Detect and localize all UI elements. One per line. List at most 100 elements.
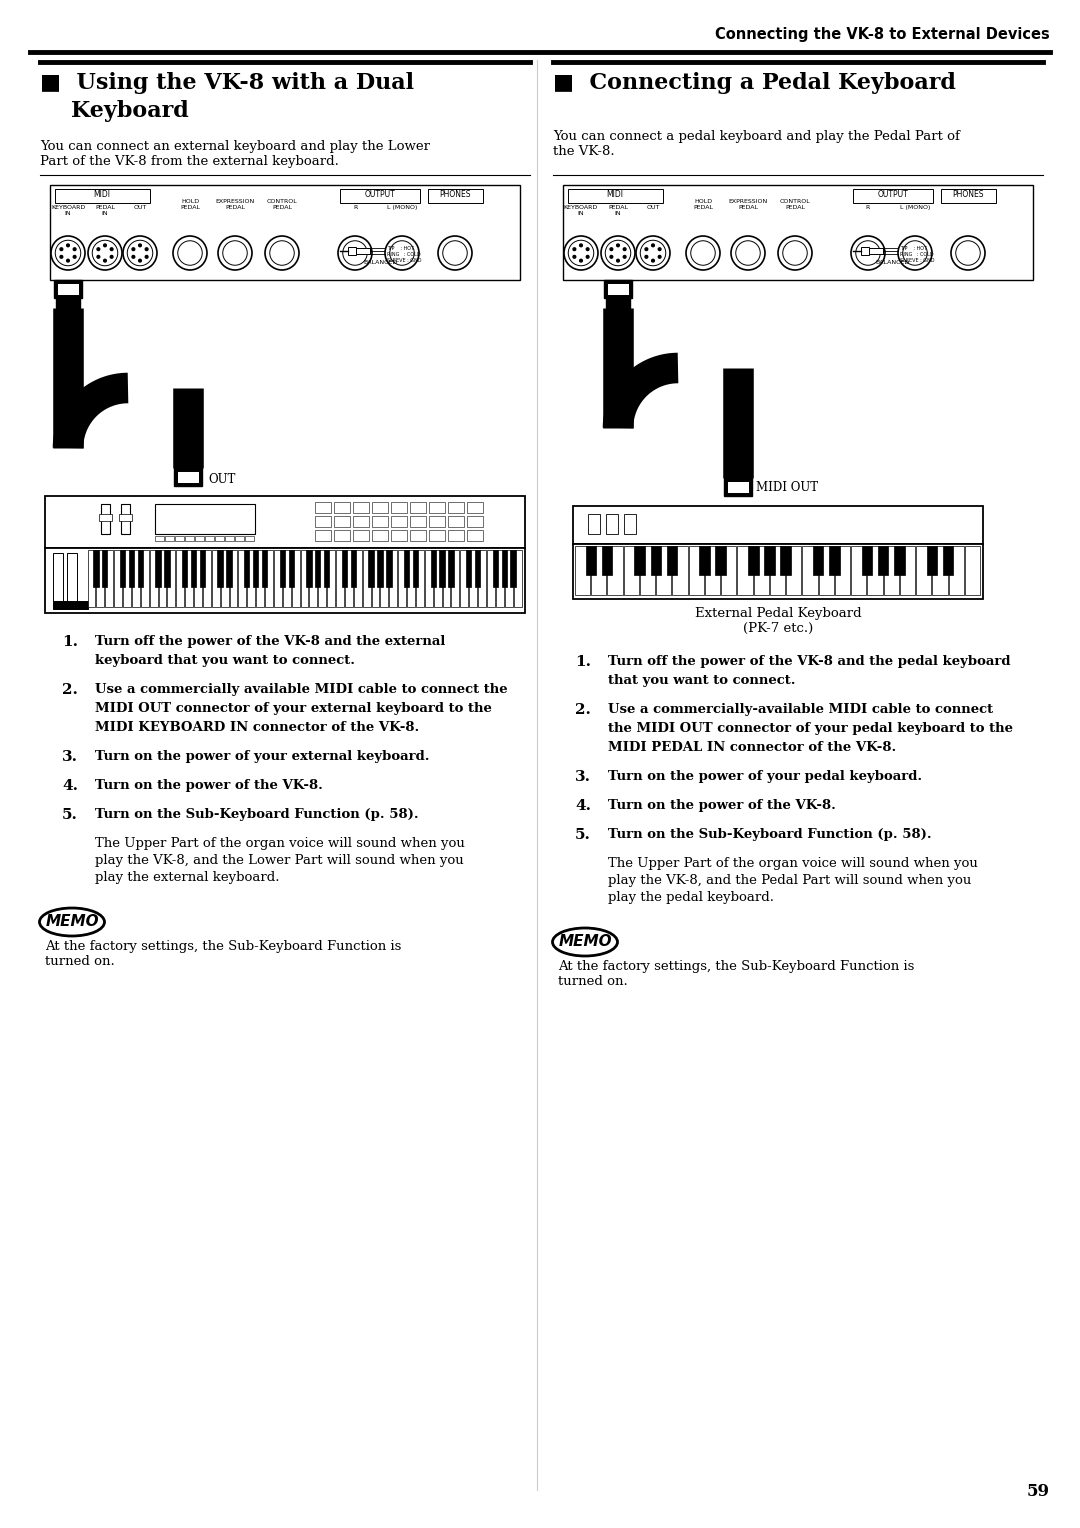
Circle shape: [146, 255, 148, 258]
Circle shape: [636, 235, 670, 270]
Bar: [99, 513, 112, 521]
Bar: [467, 503, 483, 513]
Bar: [356, 248, 370, 254]
Bar: [265, 550, 273, 607]
Bar: [377, 550, 382, 587]
Circle shape: [265, 235, 299, 270]
Bar: [185, 536, 194, 541]
Bar: [212, 550, 219, 607]
Bar: [943, 545, 954, 576]
Text: R: R: [866, 205, 870, 209]
Text: OUTPUT: OUTPUT: [878, 189, 908, 199]
Circle shape: [783, 241, 807, 266]
Text: EXPRESSION
PEDAL: EXPRESSION PEDAL: [215, 199, 255, 209]
Circle shape: [127, 240, 152, 266]
Bar: [341, 550, 347, 587]
Bar: [585, 545, 596, 576]
Text: Turn on the power of the VK-8.: Turn on the power of the VK-8.: [608, 799, 836, 811]
Bar: [448, 516, 464, 527]
Circle shape: [60, 248, 63, 251]
Text: KEYBOARD
IN: KEYBOARD IN: [564, 205, 598, 215]
Circle shape: [55, 240, 81, 266]
Text: Turn on the Sub-Keyboard Function (p. 58).: Turn on the Sub-Keyboard Function (p. 58…: [608, 828, 932, 840]
Bar: [813, 545, 823, 576]
Circle shape: [97, 255, 99, 258]
Text: The Upper Part of the organ voice will sound when you: The Upper Part of the organ voice will s…: [608, 857, 977, 869]
Circle shape: [132, 255, 135, 258]
Bar: [514, 550, 522, 607]
Bar: [861, 248, 869, 255]
Circle shape: [443, 241, 468, 266]
Bar: [657, 545, 672, 594]
Text: play the VK-8, and the Lower Part will sound when you: play the VK-8, and the Lower Part will s…: [95, 854, 463, 866]
Bar: [404, 550, 409, 587]
Bar: [391, 503, 407, 513]
Bar: [288, 550, 294, 587]
Ellipse shape: [40, 908, 105, 937]
Bar: [948, 545, 963, 594]
Circle shape: [218, 235, 252, 270]
Bar: [54, 280, 82, 298]
Text: You can connect an external keyboard and play the Lower
Part of the VK-8 from th: You can connect an external keyboard and…: [40, 141, 430, 168]
Bar: [511, 550, 516, 587]
Circle shape: [390, 241, 415, 266]
Circle shape: [110, 255, 113, 258]
Circle shape: [855, 241, 880, 266]
Bar: [140, 550, 149, 607]
Bar: [689, 545, 704, 594]
Bar: [45, 497, 525, 549]
Bar: [353, 516, 369, 527]
Circle shape: [104, 244, 106, 246]
Bar: [353, 503, 369, 513]
Circle shape: [97, 248, 99, 251]
Bar: [705, 545, 720, 594]
Bar: [883, 545, 899, 594]
Text: HOLD
PEDAL: HOLD PEDAL: [180, 199, 200, 209]
Text: MIDI OUT: MIDI OUT: [756, 481, 819, 494]
Bar: [900, 545, 915, 594]
Bar: [253, 550, 258, 587]
Text: 3.: 3.: [575, 770, 591, 784]
Text: that you want to connect.: that you want to connect.: [608, 674, 796, 688]
Text: MIDI: MIDI: [607, 189, 623, 199]
Circle shape: [573, 248, 576, 251]
Circle shape: [87, 235, 122, 270]
Text: Turn off the power of the VK-8 and the pedal keyboard: Turn off the power of the VK-8 and the p…: [608, 656, 1011, 668]
Bar: [443, 550, 450, 607]
Bar: [563, 185, 1032, 280]
Bar: [819, 545, 834, 594]
Bar: [283, 550, 291, 607]
Circle shape: [640, 240, 665, 266]
Text: MIDI: MIDI: [94, 189, 110, 199]
Bar: [53, 601, 87, 610]
Bar: [802, 545, 818, 594]
Circle shape: [645, 255, 648, 258]
Text: BALANCED: BALANCED: [876, 260, 910, 264]
Bar: [568, 189, 663, 203]
Bar: [410, 516, 426, 527]
Bar: [467, 516, 483, 527]
Bar: [230, 550, 238, 607]
Bar: [363, 550, 370, 607]
Bar: [429, 503, 445, 513]
Bar: [132, 550, 139, 607]
Bar: [280, 550, 285, 587]
Circle shape: [178, 241, 202, 266]
Bar: [469, 550, 477, 607]
Bar: [103, 550, 107, 587]
Bar: [624, 513, 636, 533]
Bar: [607, 545, 623, 594]
Bar: [215, 536, 224, 541]
Text: CONTROL
PEDAL: CONTROL PEDAL: [267, 199, 297, 209]
Bar: [129, 550, 134, 587]
Circle shape: [623, 255, 626, 258]
Bar: [591, 545, 607, 594]
Bar: [699, 545, 710, 576]
Circle shape: [897, 235, 932, 270]
Text: The Upper Part of the organ voice will sound when you: The Upper Part of the organ voice will s…: [95, 837, 464, 850]
Circle shape: [67, 260, 69, 261]
Bar: [174, 468, 202, 486]
Bar: [185, 550, 193, 607]
Bar: [634, 545, 645, 576]
Bar: [927, 545, 937, 576]
